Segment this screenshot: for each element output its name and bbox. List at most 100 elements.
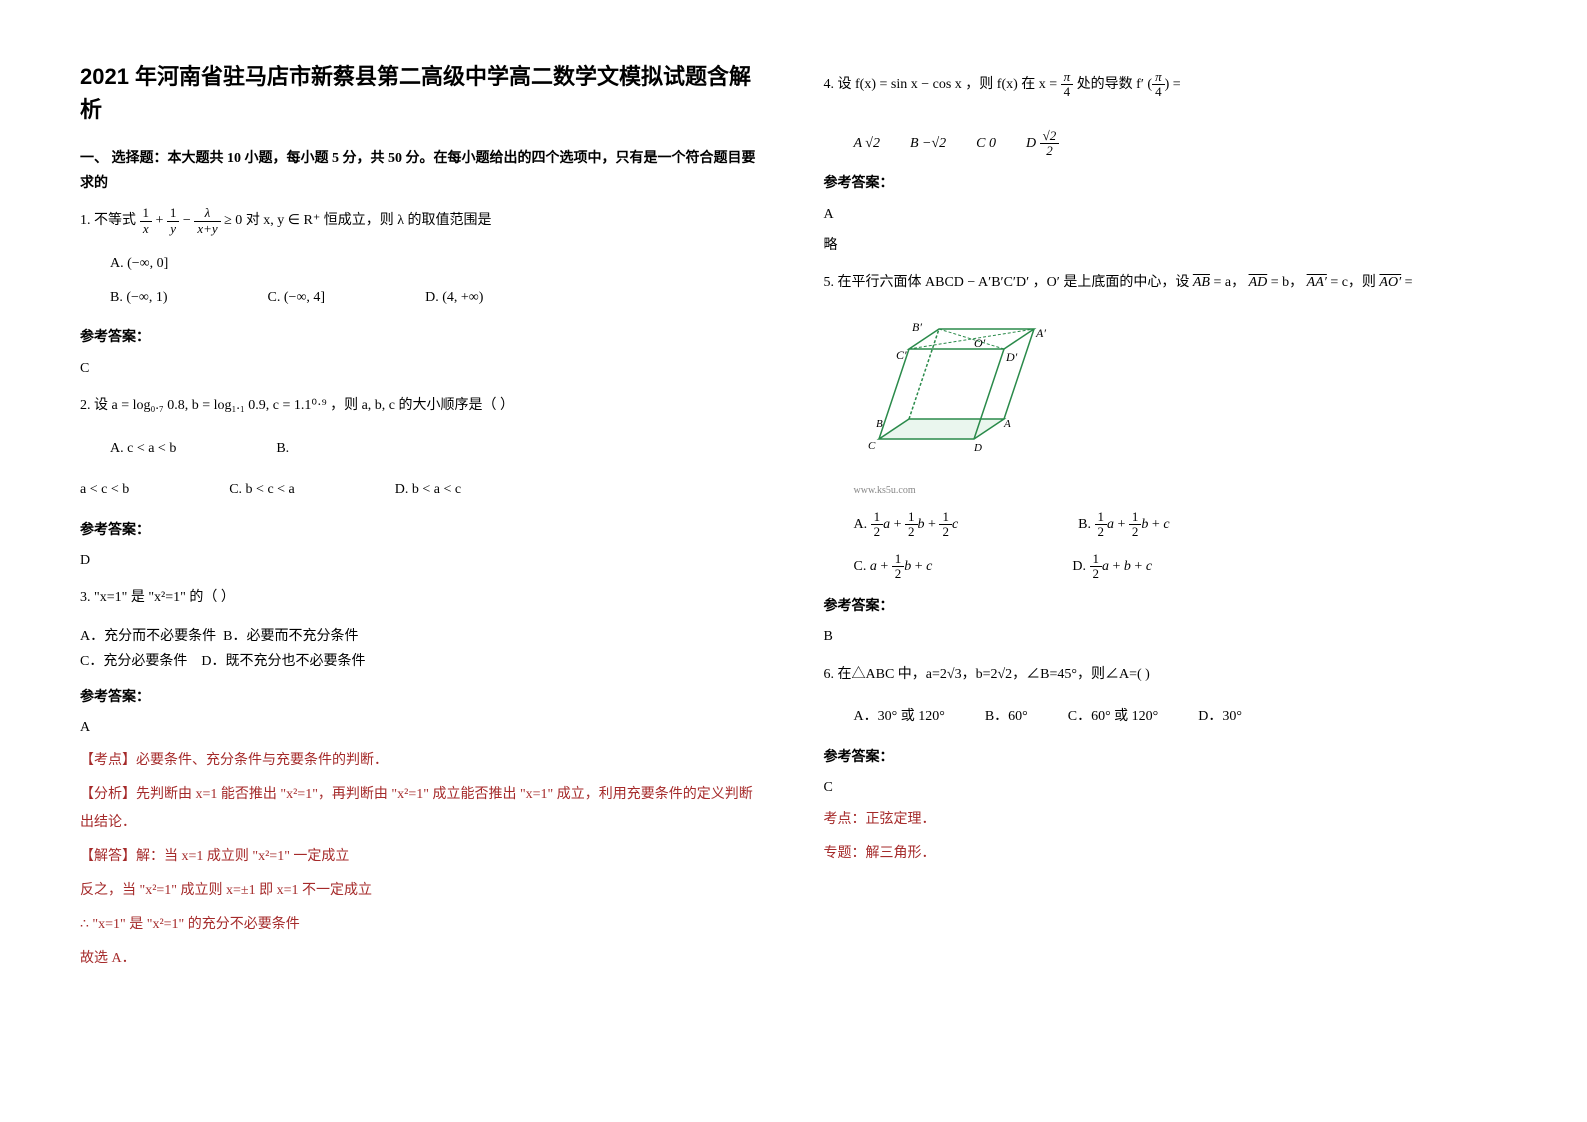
q1-stem-prefix: 1. 不等式: [80, 213, 140, 228]
frac-pi4b: π4: [1152, 70, 1165, 100]
q2-options: A. c < a < b B. a < c < b C. b < c < a D…: [110, 432, 764, 507]
frac-pi4: π4: [1061, 70, 1074, 100]
q5-stem-e: =: [1405, 275, 1413, 290]
q3-answer: A: [80, 715, 764, 740]
q4-answer: A: [824, 202, 1508, 227]
q6-sp: 专题：解三角形．: [824, 840, 1508, 868]
q2-opt-b: B.: [276, 432, 289, 466]
q6-opt-a: A．30° 或 120°: [854, 700, 945, 734]
q1-answer: C: [80, 356, 764, 381]
q3-opt-a: A．充分而不必要条件: [80, 629, 216, 644]
frac-lambda: λx+y: [194, 206, 220, 236]
q4-opt-a: A √2: [854, 127, 880, 161]
q5-stem-b: = a，: [1213, 275, 1245, 290]
label-Cp: C′: [896, 348, 907, 362]
q5-opt-b-label: B.: [1078, 517, 1091, 532]
q4-note: 略: [824, 233, 1508, 258]
q1-opt-c: C. (−∞, 4]: [268, 281, 326, 315]
q3-kp: 【考点】必要条件、充分条件与充要条件的判断．: [80, 747, 764, 775]
frac-1x: 1x: [140, 206, 153, 236]
q5-opt-b: B. 12a + 12b + c: [1078, 508, 1169, 542]
q1-stem-suffix: 对 x, y ∈ R⁺ 恒成立，则 λ 的取值范围是: [246, 213, 492, 228]
q3-opt-b: B．必要而不充分条件: [223, 629, 358, 644]
q3-an5: 故选 A．: [80, 945, 764, 973]
q6-options: A．30° 或 120° B．60° C．60° 或 120° D．30°: [854, 700, 1508, 734]
question-2: 2. 设 a = log₀.₇ 0.8, b = log₁.₁ 0.9, c =…: [80, 391, 764, 422]
q3-an2: 【解答】解：当 x=1 成立则 "x²=1" 一定成立: [80, 843, 764, 871]
q4-opt-d: D √22: [1026, 127, 1059, 161]
q3-an1: 【分析】先判断由 x=1 能否推出 "x²=1"，再判断由 "x²=1" 成立能…: [80, 781, 764, 837]
q5-opt-c-label: C.: [854, 559, 867, 574]
label-Bp: B′: [912, 320, 922, 334]
q2-opt-c: C. b < c < a: [229, 473, 295, 507]
q4-opt-d-label: D: [1026, 136, 1040, 151]
question-4: 4. 设 f(x) = sin x − cos x ，则 f(x) 在 x = …: [824, 70, 1508, 101]
doc-title: 2021 年河南省驻马店市新蔡县第二高级中学高二数学文模拟试题含解析: [80, 60, 764, 126]
section-1-header: 一、 选择题：本大题共 10 小题，每小题 5 分，共 50 分。在每小题给出的…: [80, 146, 764, 196]
q5-opt-a-label: A.: [854, 517, 868, 532]
q1-opt-d: D. (4, +∞): [425, 281, 483, 315]
q6-opt-c: C．60° 或 120°: [1068, 700, 1159, 734]
q1-opt-b: B. (−∞, 1): [110, 281, 168, 315]
q5-ao: AO′: [1379, 275, 1401, 290]
q5-opt-a: A. 12a + 12b + 12c: [854, 508, 959, 542]
q4-ref: 参考答案：: [824, 170, 1508, 195]
frac-sqrt22: √22: [1040, 129, 1060, 159]
q4-opt-b: B −√2: [910, 127, 946, 161]
q2-opt-b2: a < c < b: [80, 473, 129, 507]
q2-opt-a: A. c < a < b: [110, 432, 176, 466]
frac-1y: 1y: [167, 206, 180, 236]
q2-stem: 2. 设 a = log₀.₇ 0.8, b = log₁.₁ 0.9, c =…: [80, 398, 514, 413]
label-C: C: [868, 440, 876, 452]
q6-ref: 参考答案：: [824, 744, 1508, 769]
q1-opt-a: A. (−∞, 0]: [110, 247, 764, 281]
q6-opt-d: D．30°: [1198, 700, 1242, 734]
q3-an3: 反之，当 "x²=1" 成立则 x=±1 即 x=1 不一定成立: [80, 877, 764, 905]
q2-ref: 参考答案：: [80, 517, 764, 542]
q5-stem-d: = c，则: [1330, 275, 1379, 290]
q5-answer: B: [824, 624, 1508, 649]
q5-opt-d: D. 12a + b + c: [1072, 550, 1152, 584]
label-Op: O′: [974, 336, 986, 350]
label-D: D: [973, 442, 982, 454]
right-column: 4. 设 f(x) = sin x − cos x ，则 f(x) 在 x = …: [824, 60, 1508, 979]
q2-opt-d: D. b < a < c: [395, 473, 461, 507]
q6-opt-b: B．60°: [985, 700, 1028, 734]
q5-stem-c: = b，: [1271, 275, 1303, 290]
q6-answer: C: [824, 775, 1508, 800]
q3-line-cd: C．充分必要条件 D．既不充分也不必要条件: [80, 649, 764, 674]
q1-options: A. (−∞, 0] B. (−∞, 1) C. (−∞, 4] D. (4, …: [110, 247, 764, 314]
left-column: 2021 年河南省驻马店市新蔡县第二高级中学高二数学文模拟试题含解析 一、 选择…: [80, 60, 764, 979]
q4-stem-c: =: [1173, 77, 1181, 92]
q3-an4: ∴ "x=1" 是 "x²=1" 的充分不必要条件: [80, 911, 764, 939]
q1-ref: 参考答案：: [80, 324, 764, 349]
q5-opt-c: C. a + 12b + c: [854, 550, 933, 584]
q5-options: A. 12a + 12b + 12c B. 12a + 12b + c C. a…: [854, 508, 1508, 583]
q4-options: A √2 B −√2 C 0 D √22: [854, 127, 1508, 161]
q5-stem-a: 5. 在平行六面体 ABCD − A′B′C′D′ ，O′ 是上底面的中心，设: [824, 275, 1193, 290]
q3-line-ab: A．充分而不必要条件 B．必要而不充分条件: [80, 624, 764, 649]
question-1: 1. 不等式 1x + 1y − λx+y ≥ 0 对 x, y ∈ R⁺ 恒成…: [80, 206, 764, 237]
q3-opt-d: D．既不充分也不必要条件: [201, 654, 365, 669]
question-6: 6. 在△ABC 中，a=2√3，b=2√2，∠B=45°，则∠A=( ): [824, 660, 1508, 691]
label-Dp: D′: [1005, 350, 1018, 364]
parallelepiped-diagram: B′ A′ C′ D′ O′ B A C D: [854, 319, 1054, 469]
q3-ref: 参考答案：: [80, 684, 764, 709]
q3-opt-c: C．充分必要条件: [80, 654, 187, 669]
question-5: 5. 在平行六面体 ABCD − A′B′C′D′ ，O′ 是上底面的中心，设 …: [824, 268, 1508, 299]
q5-aa: AA′: [1307, 275, 1327, 290]
q5-opt-d-label: D.: [1072, 559, 1086, 574]
q6-kp: 考点：正弦定理．: [824, 806, 1508, 834]
q5-ab: AB: [1193, 275, 1210, 290]
label-B: B: [876, 418, 883, 430]
q4-stem-b: 处的导数 f′: [1077, 77, 1144, 92]
q5-ad: AD: [1249, 275, 1268, 290]
label-Ap: A′: [1035, 326, 1046, 340]
diagram-credit: www.ks5u.com: [854, 482, 1508, 500]
q2-answer: D: [80, 548, 764, 573]
q5-ref: 参考答案：: [824, 593, 1508, 618]
q4-stem-a: 4. 设 f(x) = sin x − cos x ，则 f(x) 在 x =: [824, 77, 1061, 92]
label-A: A: [1003, 418, 1011, 430]
question-3: 3. "x=1" 是 "x²=1" 的（ ）: [80, 583, 764, 614]
q4-opt-c: C 0: [976, 127, 996, 161]
